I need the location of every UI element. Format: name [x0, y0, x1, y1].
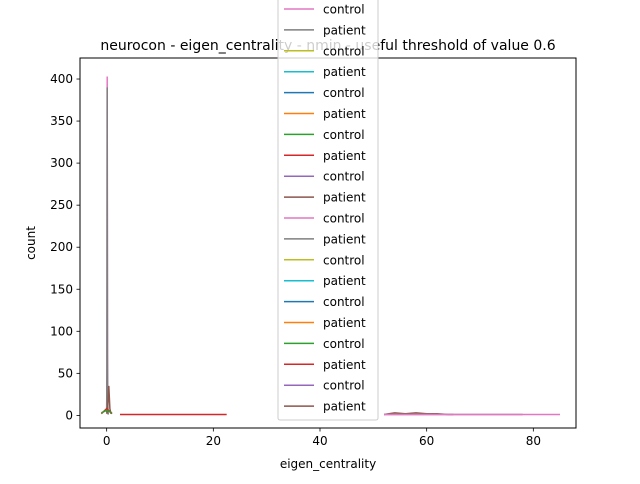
legend-label: control: [323, 212, 365, 226]
y-tick-label: 200: [50, 240, 73, 254]
series-line-5: [101, 409, 113, 414]
legend-label: control: [323, 128, 365, 142]
legend-label: patient: [323, 23, 366, 37]
legend-label: patient: [323, 400, 366, 414]
y-tick-label: 50: [58, 366, 73, 380]
x-axis-label: eigen_centrality: [280, 457, 376, 471]
y-tick-label: 250: [50, 198, 73, 212]
legend-label: patient: [323, 107, 366, 121]
legend-label: patient: [323, 316, 366, 330]
legend-label: control: [323, 253, 365, 267]
y-axis: 0 50 100 150 200 250 300 350 400: [50, 72, 80, 422]
legend: control patient control patient control patie…: [277, 0, 379, 421]
legend-label: patient: [323, 149, 366, 163]
x-tick-label: 40: [312, 434, 327, 448]
x-tick-label: 20: [206, 434, 221, 448]
series-line-2: [105, 87, 110, 415]
legend-label: patient: [323, 65, 366, 79]
legend-label: patient: [323, 274, 366, 288]
y-tick-label: 0: [65, 408, 73, 422]
legend-label: patient: [323, 358, 366, 372]
x-axis: 0 20 40 60 80: [103, 428, 541, 448]
legend-label: patient: [323, 191, 366, 205]
legend-label: control: [323, 295, 365, 309]
legend-label: control: [323, 44, 365, 58]
y-tick-label: 150: [50, 282, 73, 296]
legend-label: control: [323, 337, 365, 351]
plot-lines: [100, 76, 560, 416]
x-tick-label: 0: [103, 434, 111, 448]
x-tick-label: 60: [419, 434, 434, 448]
y-tick-label: 300: [50, 156, 73, 170]
legend-label: control: [323, 86, 365, 100]
y-tick-label: 100: [50, 324, 73, 338]
y-axis-label: count: [24, 226, 38, 260]
legend-label: patient: [323, 232, 366, 246]
legend-label: control: [323, 3, 365, 17]
legend-label: control: [323, 379, 365, 393]
y-tick-label: 400: [50, 72, 73, 86]
legend-label: control: [323, 170, 365, 184]
x-tick-label: 80: [526, 434, 541, 448]
y-tick-label: 350: [50, 114, 73, 128]
legend-frame: [277, 0, 379, 421]
